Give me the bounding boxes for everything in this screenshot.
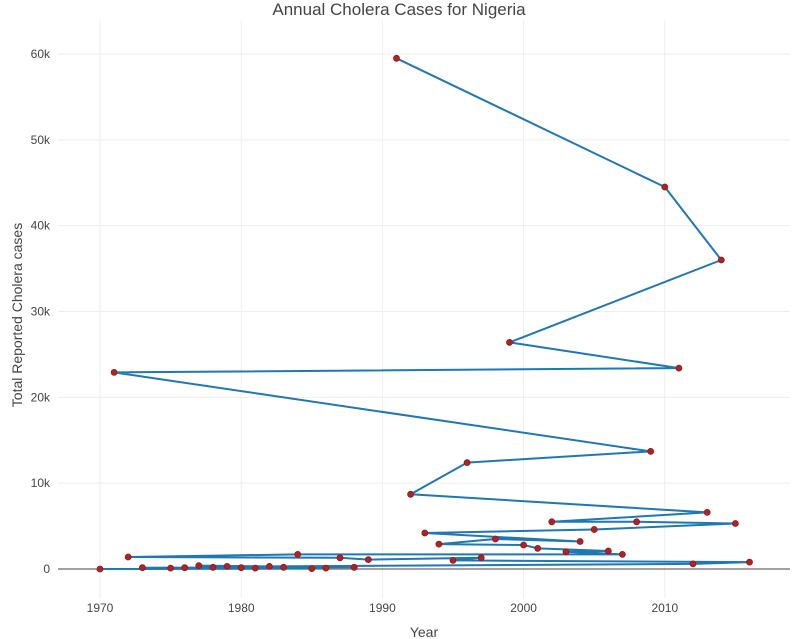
data-point [138,564,146,572]
grid-lines [58,20,790,598]
data-point [322,564,330,572]
data-point [491,535,499,543]
data-point [647,447,655,455]
data-point [195,562,203,569]
y-tick-label: 0 [43,562,50,576]
y-tick-label: 10k [31,476,51,490]
data-point [604,547,612,555]
data-point [520,541,527,549]
x-tick-label: 1980 [228,601,255,615]
data-point [421,529,429,537]
data-point [633,518,640,526]
data-point [251,564,259,572]
y-tick-label: 20k [31,390,51,404]
data-point [294,551,302,558]
data-point [562,548,570,556]
data-point [534,545,542,552]
data-point [350,563,358,571]
data-point [181,564,189,572]
data-point [477,554,485,562]
data-point [96,565,104,573]
data-point [393,54,400,62]
data-point [364,556,372,563]
series-line [99,57,751,570]
data-point [237,564,245,572]
data-point [280,563,288,571]
data-point [435,540,443,548]
data-point [675,364,683,372]
y-tick-label: 30k [31,305,51,319]
data-point [746,558,753,566]
x-axis-label: Year [410,624,439,639]
data-point [689,560,697,568]
y-axis-label: Total Reported Cholera cases [9,223,25,407]
data-point [407,490,415,498]
y-tick-label: 60k [31,47,51,61]
data-point [703,509,711,516]
data-point [167,564,175,572]
x-tick-label: 2010 [651,601,678,615]
series-line-path [99,57,751,570]
data-point [124,553,132,561]
data-point [576,538,584,545]
data-point [308,565,316,572]
data-point [265,563,273,570]
data-point [463,459,471,467]
data-point [506,338,513,346]
data-point [717,256,725,264]
data-point [548,518,556,526]
data-point [336,554,344,562]
x-tick-label: 1970 [87,601,114,615]
x-tick-label: 1990 [369,601,396,615]
data-point [732,520,739,527]
data-point [661,183,669,191]
x-tick-labels: 1970 1980 1990 2000 2010 [87,601,679,615]
data-point [619,551,626,558]
y-tick-labels: 0 10k 20k 30k 40k 50k 60k [31,47,51,576]
y-tick-label: 50k [31,133,51,147]
series-markers [96,54,753,573]
x-tick-label: 2000 [510,601,537,615]
chart-title: Annual Cholera Cases for Nigeria [272,0,526,19]
data-point [223,563,231,570]
data-point [110,368,118,376]
data-point [590,526,598,533]
data-point [449,557,457,564]
data-point [209,563,217,571]
y-tick-label: 40k [31,219,51,233]
